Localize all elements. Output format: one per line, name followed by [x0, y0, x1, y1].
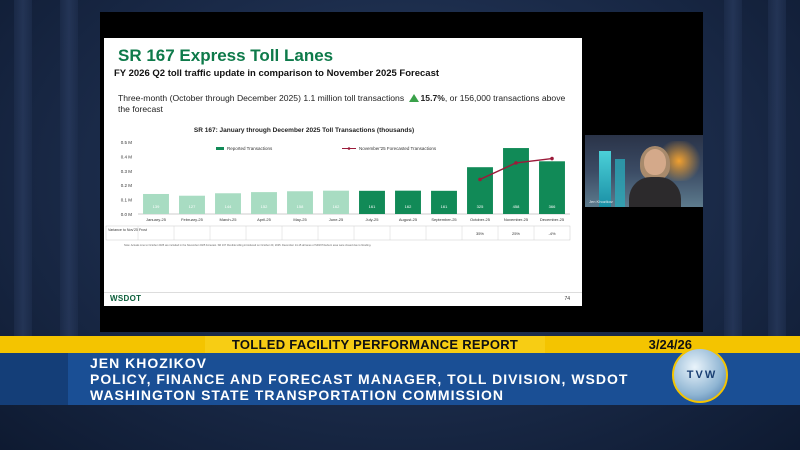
- bar: [395, 190, 421, 214]
- speaker-title: POLICY, FINANCE AND FORECAST MANAGER, TO…: [90, 371, 629, 387]
- banner-date: 3/24/26: [648, 337, 692, 352]
- x-tick-label: July-25: [366, 217, 380, 222]
- slide-title: SR 167 Express Toll Lanes: [118, 46, 334, 65]
- bar-chart: SR 167: January through December 2025 To…: [105, 127, 571, 247]
- bar-value-label: 127: [189, 204, 196, 209]
- x-tick-label: September-25: [431, 217, 457, 222]
- x-tick-label: December-25: [540, 217, 565, 222]
- x-tick-label: February-25: [181, 217, 204, 222]
- bar-value-label: 162: [405, 204, 412, 209]
- lower-third: JEN KHOZIKOV POLICY, FINANCE AND FORECAS…: [0, 353, 800, 405]
- x-tick-label: August-25: [399, 217, 418, 222]
- bar-value-label: 366: [549, 204, 556, 209]
- building-icon: [599, 151, 611, 207]
- headline-part2: , or 156,000 transactions above the fore…: [118, 93, 566, 114]
- variance-value: 25%: [512, 231, 520, 236]
- x-tick-label: June-25: [329, 217, 344, 222]
- bar-value-label: 458: [513, 204, 520, 209]
- x-tick-label: January-25: [146, 217, 167, 222]
- bar-value-label: 152: [261, 204, 268, 209]
- bar-value-label: 162: [333, 204, 340, 209]
- organization-name: WASHINGTON STATE TRANSPORTATION COMMISSI…: [90, 387, 505, 403]
- building-icon: [615, 159, 625, 207]
- variance-value: -4%: [548, 231, 556, 236]
- bar-value-label: 158: [297, 204, 304, 209]
- chart-note: Note: Actuals Line to October 2025 are i…: [124, 243, 371, 247]
- wsdot-logo: WSDOT: [110, 294, 142, 303]
- forecast-point: [514, 161, 518, 165]
- bar-value-label: 139: [153, 204, 160, 209]
- forecast-point: [550, 156, 554, 161]
- y-tick-label: 0.3 M: [121, 169, 133, 174]
- bar: [179, 195, 205, 214]
- x-tick-label: March-25: [220, 217, 238, 222]
- backdrop-pillar: [60, 0, 78, 340]
- y-tick-label: 0.5 M: [121, 140, 133, 145]
- x-tick-label: April-25: [257, 217, 272, 222]
- x-tick-label: November-25: [504, 217, 529, 222]
- bar: [215, 193, 241, 214]
- slide-headline: Three-month (October through December 20…: [118, 93, 573, 115]
- variance-value: 35%: [476, 231, 484, 236]
- x-tick-label: October-25: [470, 217, 491, 222]
- speaker-video: Jen Khozikov: [585, 135, 703, 207]
- bar: [539, 161, 565, 214]
- x-tick-label: May-25: [293, 217, 307, 222]
- variance-label: Variance to Nov'25 Frcst: [108, 228, 147, 232]
- tvw-logo: TVW: [672, 347, 728, 403]
- bar: [431, 190, 457, 214]
- bar: [503, 148, 529, 214]
- bar-value-label: 325: [477, 204, 484, 209]
- legend-label-forecast: November'25 Forecasted Transactions: [359, 146, 437, 151]
- backdrop-pillar: [768, 0, 786, 340]
- legend-marker-forecast: [347, 147, 351, 150]
- speaker-name: JEN KHOZIKOV: [90, 355, 208, 371]
- headline-part1: (October through December 2025) 1.1 mill…: [167, 93, 407, 103]
- y-tick-label: 0.4 M: [121, 154, 133, 159]
- forecast-point: [478, 177, 482, 182]
- bar: [323, 190, 349, 214]
- headline-bold: Three-month: [118, 93, 168, 103]
- bar: [359, 190, 385, 214]
- y-tick-label: 0.2 M: [121, 183, 133, 188]
- slide-subtitle: FY 2026 Q2 toll traffic update in compar…: [114, 68, 440, 79]
- bar-value-label: 144: [225, 204, 232, 209]
- video-name-tag: Jen Khozikov: [589, 199, 613, 204]
- legend-label-reported: Reported Transactions: [227, 146, 273, 151]
- y-tick-label: 0.1 M: [121, 198, 133, 203]
- bar: [287, 191, 313, 214]
- legend-swatch-reported: [216, 147, 224, 150]
- slide-page-number: 74: [564, 296, 570, 302]
- bar: [143, 193, 169, 214]
- banner-title: TOLLED FACILITY PERFORMANCE REPORT: [205, 336, 545, 353]
- bar-value-label: 161: [441, 204, 448, 209]
- lower-third-stripe: [0, 353, 68, 405]
- variance-row: [105, 225, 571, 241]
- y-tick-label: 0.0 M: [121, 212, 133, 217]
- backdrop-pillar: [14, 0, 32, 340]
- topic-banner: TOLLED FACILITY PERFORMANCE REPORT 3/24/…: [0, 336, 800, 353]
- chart-container: SR 167: January through December 2025 To…: [104, 120, 582, 297]
- backdrop-pillar: [724, 0, 742, 340]
- bar: [251, 192, 277, 214]
- headline-percent: 15.7%: [420, 93, 445, 103]
- presentation-slide: SR 167 Express Toll Lanes FY 2026 Q2 tol…: [104, 38, 582, 306]
- bar-value-label: 161: [369, 204, 376, 209]
- speaker-avatar: [629, 146, 681, 207]
- chart-title: SR 167: January through December 2025 To…: [194, 127, 414, 134]
- slide-footer: [104, 292, 582, 306]
- up-arrow-icon: [408, 94, 419, 102]
